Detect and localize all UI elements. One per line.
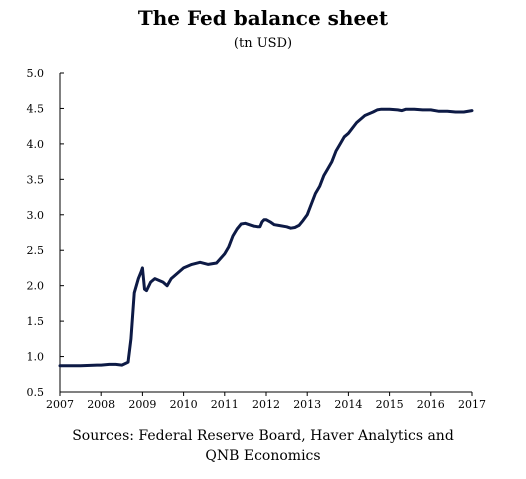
x-tick-label: 2008 bbox=[87, 398, 115, 411]
x-tick-label: 2013 bbox=[293, 398, 321, 411]
x-tick-label: 2007 bbox=[46, 398, 74, 411]
y-tick-label: 0.5 bbox=[27, 386, 45, 399]
y-tick-label: 4.0 bbox=[27, 138, 45, 151]
chart-subtitle: (tn USD) bbox=[233, 36, 293, 51]
y-tick-label: 3.5 bbox=[27, 173, 45, 186]
x-tick-label: 2009 bbox=[128, 398, 156, 411]
series-line bbox=[58, 107, 474, 368]
x-tick-label: 2012 bbox=[252, 398, 280, 411]
x-tick-label: 2017 bbox=[458, 398, 486, 411]
y-tick-label: 2.5 bbox=[27, 244, 45, 257]
y-tick-label: 4.5 bbox=[27, 102, 45, 115]
source-note: Sources: Federal Reserve Board, Haver An… bbox=[0, 426, 526, 466]
y-tick-label: 1.0 bbox=[27, 351, 45, 364]
y-tick-label: 2.0 bbox=[27, 280, 45, 293]
source-line-1: Sources: Federal Reserve Board, Haver An… bbox=[72, 428, 454, 444]
x-tick-label: 2016 bbox=[417, 398, 445, 411]
source-line-2: QNB Economics bbox=[205, 448, 321, 464]
x-tick-label: 2010 bbox=[170, 398, 198, 411]
y-tick-label: 5.0 bbox=[27, 67, 45, 80]
x-tick-label: 2011 bbox=[211, 398, 239, 411]
y-tick-label: 1.5 bbox=[27, 315, 45, 328]
y-tick-label: 3.0 bbox=[27, 209, 45, 222]
chart-title: The Fed balance sheet bbox=[137, 6, 389, 30]
x-tick-label: 2014 bbox=[334, 398, 362, 411]
x-tick-label: 2015 bbox=[376, 398, 404, 411]
